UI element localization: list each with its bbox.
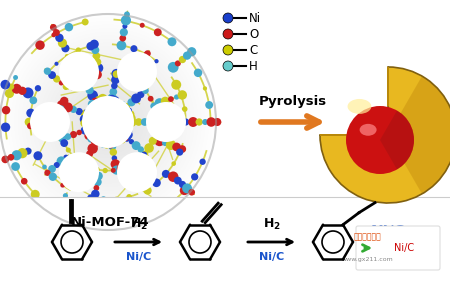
Circle shape (182, 118, 189, 126)
Circle shape (87, 90, 98, 101)
Circle shape (76, 47, 81, 53)
Circle shape (114, 196, 119, 202)
Circle shape (64, 133, 71, 140)
Circle shape (167, 37, 176, 46)
Circle shape (31, 190, 40, 199)
Circle shape (58, 38, 67, 48)
Circle shape (77, 76, 87, 86)
Circle shape (122, 74, 126, 78)
Circle shape (189, 189, 195, 196)
Circle shape (91, 46, 99, 54)
Circle shape (154, 119, 160, 125)
Circle shape (120, 101, 125, 106)
Circle shape (94, 63, 104, 73)
Circle shape (86, 150, 93, 157)
Circle shape (126, 110, 135, 118)
Text: O: O (249, 28, 258, 40)
Circle shape (29, 97, 37, 104)
Circle shape (112, 96, 119, 103)
Circle shape (57, 156, 66, 166)
Circle shape (91, 190, 99, 198)
Circle shape (51, 33, 56, 37)
Circle shape (144, 186, 152, 195)
FancyBboxPatch shape (0, 197, 450, 300)
Circle shape (81, 126, 89, 135)
Circle shape (128, 129, 132, 134)
Circle shape (137, 91, 144, 98)
Circle shape (83, 81, 90, 88)
Text: Ni/C: Ni/C (394, 243, 414, 253)
Circle shape (141, 152, 147, 157)
Circle shape (53, 29, 60, 36)
Circle shape (55, 112, 64, 121)
Circle shape (182, 183, 192, 193)
Circle shape (87, 135, 95, 142)
Circle shape (174, 177, 182, 184)
Circle shape (162, 170, 170, 178)
Circle shape (8, 83, 14, 90)
Circle shape (84, 130, 89, 135)
Circle shape (24, 148, 32, 155)
Circle shape (142, 183, 147, 188)
Circle shape (108, 143, 113, 148)
Circle shape (52, 207, 61, 216)
Circle shape (141, 118, 148, 126)
Circle shape (59, 197, 66, 204)
FancyBboxPatch shape (320, 134, 362, 136)
Circle shape (153, 111, 159, 117)
Circle shape (122, 24, 127, 29)
Circle shape (122, 135, 129, 141)
Circle shape (1, 122, 10, 132)
Circle shape (141, 56, 148, 62)
Circle shape (123, 130, 133, 140)
Circle shape (60, 97, 68, 105)
Circle shape (138, 60, 145, 68)
Ellipse shape (360, 124, 377, 136)
Circle shape (223, 45, 233, 55)
Circle shape (33, 151, 42, 160)
Circle shape (127, 117, 137, 127)
Circle shape (112, 70, 120, 78)
Circle shape (119, 35, 126, 41)
Circle shape (80, 115, 89, 124)
Circle shape (142, 87, 149, 94)
Circle shape (50, 213, 58, 221)
Text: 中国高校之窗: 中国高校之窗 (354, 232, 382, 242)
Circle shape (35, 85, 41, 92)
Circle shape (43, 118, 51, 126)
Circle shape (84, 131, 93, 140)
Circle shape (58, 105, 64, 112)
Circle shape (140, 23, 145, 28)
Circle shape (166, 140, 176, 150)
Circle shape (22, 87, 33, 98)
Circle shape (103, 168, 108, 173)
Circle shape (152, 178, 161, 187)
Circle shape (13, 75, 18, 80)
Circle shape (82, 218, 89, 226)
Circle shape (61, 44, 69, 52)
Circle shape (129, 139, 134, 144)
Circle shape (117, 99, 122, 103)
Circle shape (91, 97, 100, 105)
Circle shape (56, 202, 63, 210)
Circle shape (132, 71, 139, 78)
Circle shape (86, 86, 94, 94)
Circle shape (213, 118, 221, 126)
Circle shape (12, 150, 22, 160)
Circle shape (26, 109, 35, 118)
Circle shape (127, 98, 135, 106)
Circle shape (71, 81, 81, 91)
Circle shape (144, 143, 154, 153)
Circle shape (86, 73, 94, 81)
Circle shape (127, 114, 135, 122)
Circle shape (60, 183, 65, 188)
Circle shape (49, 172, 57, 181)
Circle shape (95, 96, 103, 104)
Circle shape (108, 93, 117, 102)
Circle shape (111, 76, 120, 84)
Circle shape (150, 103, 158, 110)
Circle shape (87, 194, 94, 201)
Circle shape (92, 140, 99, 147)
Circle shape (124, 103, 130, 110)
